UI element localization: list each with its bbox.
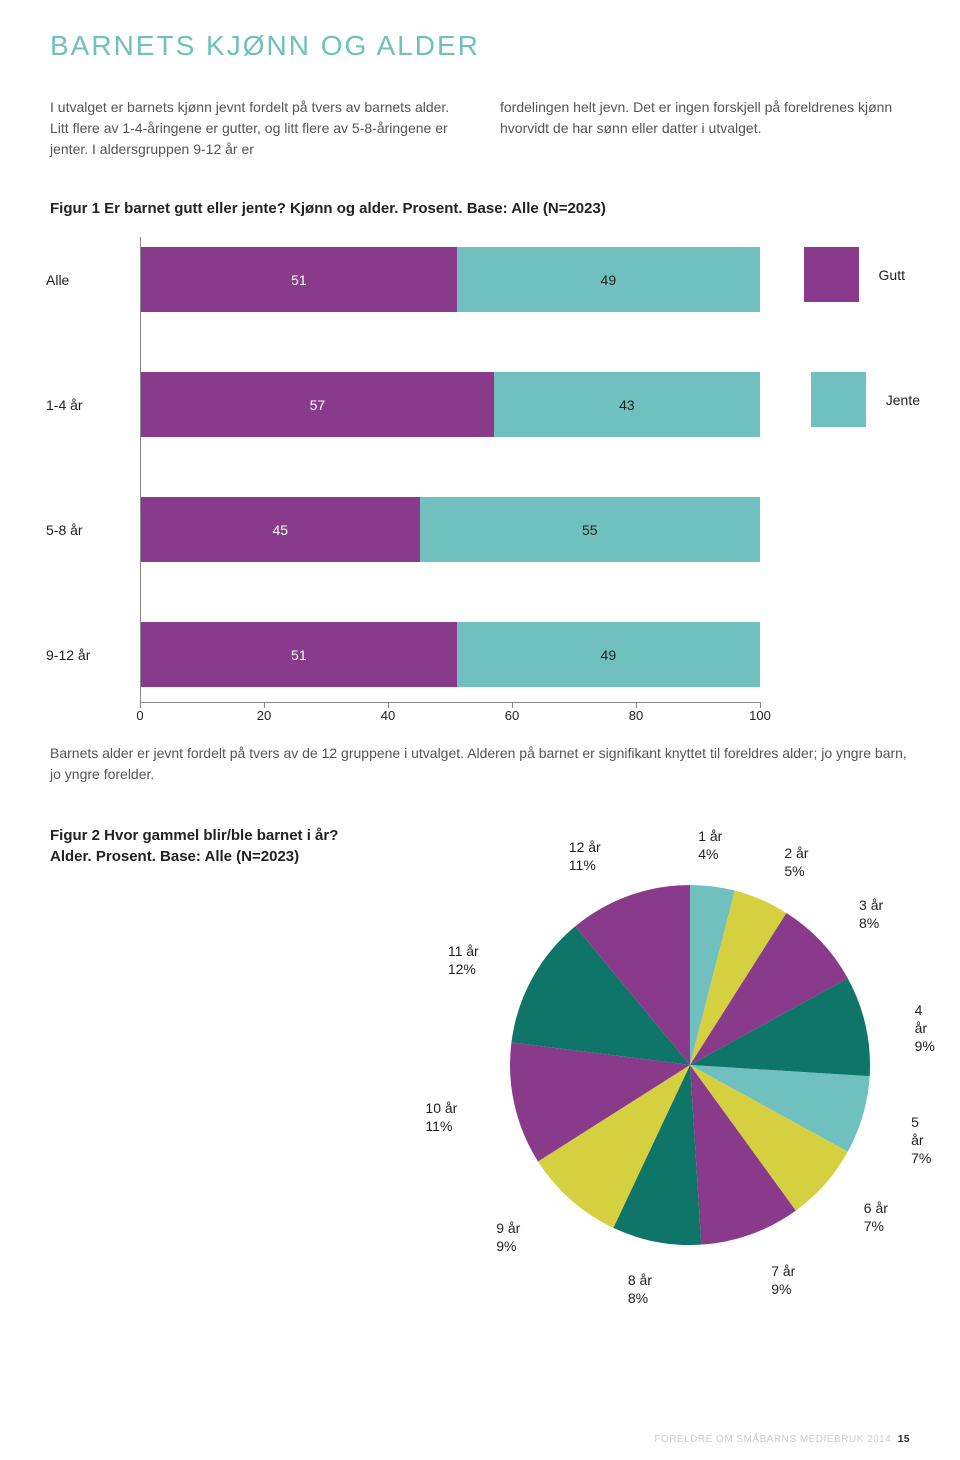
pie-slice-label: 11 år12% xyxy=(448,942,479,978)
bar-row: 1-4 år5743 xyxy=(141,372,760,437)
bar-segment: 51 xyxy=(141,622,457,687)
intro-columns: I utvalget er barnets kjønn jevnt fordel… xyxy=(50,97,910,160)
bar-segment: 51 xyxy=(141,247,457,312)
bar-category-label: 5-8 år xyxy=(46,522,131,538)
legend-swatch-gutt xyxy=(804,247,859,302)
bar-category-label: 1-4 år xyxy=(46,397,131,413)
xtick-label: 80 xyxy=(629,708,643,723)
bar-category-label: Alle xyxy=(46,272,131,288)
bar-segment: 57 xyxy=(141,372,494,437)
pie-slice-label: 7 år9% xyxy=(771,1262,795,1298)
legend-label-jente: Jente xyxy=(886,392,920,408)
bar-row: 5-8 år4555 xyxy=(141,497,760,562)
xtick-label: 60 xyxy=(505,708,519,723)
figure1-chart: Alle51491-4 år57435-8 år45559-12 år5149 … xyxy=(50,237,910,728)
figure2-caption: Figur 2 Hvor gammel blir/ble barnet i år… xyxy=(50,825,410,867)
bar-category-label: 9-12 år xyxy=(46,647,131,663)
pie-slice-label: 1 år4% xyxy=(698,827,722,863)
xtick-label: 40 xyxy=(381,708,395,723)
bar-segment: 45 xyxy=(141,497,420,562)
bar-segment: 49 xyxy=(457,622,760,687)
bar-segment: 43 xyxy=(494,372,760,437)
figure2-chart: 1 år4%2 år5%3 år8%4 år9%5 år7%6 år7%7 år… xyxy=(410,825,910,1385)
legend-label-gutt: Gutt xyxy=(879,267,905,283)
pie-slice-label: 5 år7% xyxy=(911,1113,931,1168)
pie-slice-label: 2 år5% xyxy=(784,844,808,880)
page-title: BARNETS KJØNN OG ALDER xyxy=(50,30,910,62)
xtick-label: 20 xyxy=(257,708,271,723)
pie-slice-label: 9 år9% xyxy=(496,1219,520,1255)
pie-slice-label: 12 år11% xyxy=(569,838,601,874)
page-footer: FORELDRE OM SMÅBARNS MEDIEBRUK 2014 15 xyxy=(654,1434,910,1445)
figure1-caption: Figur 1 Er barnet gutt eller jente? Kjøn… xyxy=(50,200,910,217)
pie-slice-label: 6 år7% xyxy=(864,1199,888,1235)
pie-slice-label: 8 år8% xyxy=(628,1271,652,1307)
bar-row: Alle5149 xyxy=(141,247,760,312)
pie-slice-label: 3 år8% xyxy=(859,896,883,932)
pie-slice-label: 10 år11% xyxy=(425,1099,457,1135)
bar-row: 9-12 år5149 xyxy=(141,622,760,687)
intro-col-right: fordelingen helt jevn. Det er ingen fors… xyxy=(500,97,910,160)
pie-slice-label: 4 år9% xyxy=(915,1001,935,1056)
figure1-description: Barnets alder er jevnt fordelt på tvers … xyxy=(50,743,910,785)
legend-swatch-jente xyxy=(811,372,866,427)
bar-segment: 49 xyxy=(457,247,760,312)
xtick-label: 100 xyxy=(749,708,771,723)
intro-col-left: I utvalget er barnets kjønn jevnt fordel… xyxy=(50,97,460,160)
xtick-label: 0 xyxy=(136,708,143,723)
bar-segment: 55 xyxy=(420,497,760,562)
